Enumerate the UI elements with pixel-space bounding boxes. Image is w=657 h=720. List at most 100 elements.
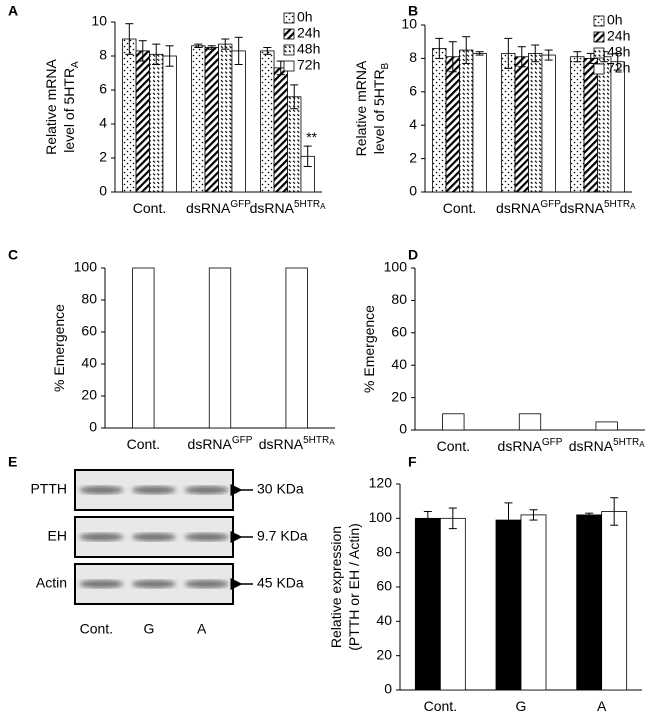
size-label: 30 KDa xyxy=(257,481,304,497)
y-tick-label: 4 xyxy=(99,115,107,131)
bar xyxy=(218,43,233,193)
y-axis-label: % Emergence xyxy=(51,304,67,392)
panel-letter: A xyxy=(8,3,18,19)
row-label: Actin xyxy=(36,575,67,591)
y-axis-label-sub: B xyxy=(380,62,391,69)
x-tick-label-sup: 5HTR xyxy=(303,435,329,446)
y-tick-label: 0 xyxy=(89,419,97,435)
legend-label: 72h xyxy=(607,60,630,76)
y-tick-label: 2 xyxy=(409,149,417,165)
y-tick-label: 8 xyxy=(99,47,107,63)
bar xyxy=(204,47,219,193)
x-tick-label: G xyxy=(516,698,527,714)
x-tick-label-text: dsRNA xyxy=(186,200,231,216)
blot-band xyxy=(184,580,229,588)
bar xyxy=(514,56,529,193)
x-tick-label-sup-sub: A xyxy=(329,438,335,447)
bar xyxy=(495,519,522,691)
bar xyxy=(414,517,441,691)
blot-band xyxy=(131,580,177,588)
y-tick-label: 100 xyxy=(369,509,393,525)
bar xyxy=(601,511,628,691)
blot-band xyxy=(79,580,124,588)
blot-band xyxy=(79,486,124,494)
blot-band xyxy=(184,486,229,494)
y-tick-label: 40 xyxy=(391,356,407,372)
row-label: EH xyxy=(48,528,67,544)
y-tick-label: 0 xyxy=(399,421,407,437)
x-tick-label-text: A xyxy=(597,698,607,714)
bar xyxy=(135,50,150,193)
y-axis-label: level of 5HTRA xyxy=(61,61,81,153)
x-tick-label-text: dsRNA xyxy=(250,200,295,216)
panel-letter: E xyxy=(8,454,17,470)
y-axis-label-text: (PTTH or EH / Actin) xyxy=(346,523,362,651)
x-tick-label-text: dsRNA xyxy=(560,200,605,216)
bar xyxy=(208,267,232,429)
y-tick-label: 100 xyxy=(74,259,98,275)
y-tick-label: 10 xyxy=(401,16,417,32)
legend-label: 24h xyxy=(297,25,320,41)
x-tick-label-text: Cont. xyxy=(443,200,476,216)
x-tick-label: dsRNA5HTRA xyxy=(259,435,335,452)
bar xyxy=(472,52,487,193)
panel-letter: D xyxy=(408,247,418,263)
y-axis-label-text: % Emergence xyxy=(361,305,377,393)
bar xyxy=(231,50,246,193)
bar xyxy=(149,53,164,193)
legend-label: 0h xyxy=(297,9,313,25)
blot-band xyxy=(79,533,124,541)
y-tick-label: 100 xyxy=(384,259,408,275)
legend-swatch xyxy=(283,60,295,72)
y-tick-label: 6 xyxy=(409,83,417,99)
y-axis-label: Relative expression xyxy=(328,526,344,648)
y-axis-label: % Emergence xyxy=(361,305,377,393)
x-tick-label: Cont. xyxy=(127,436,160,452)
bar xyxy=(610,61,625,193)
blot-band xyxy=(131,533,177,541)
legend-swatch xyxy=(283,12,295,24)
bar xyxy=(445,56,460,193)
x-tick-label: Cont. xyxy=(437,438,470,454)
bar xyxy=(273,67,288,193)
bar xyxy=(285,267,308,429)
y-tick-label: 40 xyxy=(376,612,392,628)
bar xyxy=(459,49,474,193)
bar xyxy=(520,514,547,691)
x-tick-label: dsRNAGFP xyxy=(496,199,561,216)
x-tick-label-text: G xyxy=(516,698,527,714)
blot-band xyxy=(131,486,177,494)
x-tick-label-text: dsRNA xyxy=(188,436,233,452)
y-axis-label: Relative mRNA xyxy=(43,59,59,155)
bar xyxy=(260,50,275,193)
x-tick-label-sup: GFP xyxy=(542,437,563,448)
bar xyxy=(583,58,598,193)
legend-swatch xyxy=(593,63,605,75)
x-tick-label-text: Cont. xyxy=(437,438,470,454)
panel-letter: B xyxy=(408,3,418,19)
lane-label: Cont. xyxy=(80,621,113,637)
y-axis-label: Relative mRNA xyxy=(353,60,369,156)
x-tick-label: dsRNAGFP xyxy=(498,437,563,454)
annotation: ** xyxy=(306,129,317,145)
lane-label: G xyxy=(144,621,155,637)
y-axis-label-text: Relative mRNA xyxy=(43,59,59,155)
bar xyxy=(442,413,465,431)
x-tick-label-sup: GFP xyxy=(232,435,253,446)
legend-swatch xyxy=(593,31,605,43)
bar xyxy=(432,47,447,193)
x-tick-label-sup-sub: A xyxy=(630,202,636,211)
y-tick-label: 120 xyxy=(369,475,393,491)
x-tick-label-text: dsRNA xyxy=(496,200,541,216)
y-tick-label: 6 xyxy=(99,81,107,97)
y-tick-label: 20 xyxy=(81,387,97,403)
legend-label: 0h xyxy=(607,12,623,28)
x-tick-label-text: Cont. xyxy=(424,698,457,714)
x-tick-label: Cont. xyxy=(443,200,476,216)
x-tick-label-sup: 5HTR xyxy=(604,199,630,210)
x-tick-label-text: dsRNA xyxy=(569,438,614,454)
size-label: 45 KDa xyxy=(257,575,304,591)
y-axis-label-text: level of 5HTR xyxy=(371,69,387,154)
y-tick-label: 80 xyxy=(376,543,392,559)
